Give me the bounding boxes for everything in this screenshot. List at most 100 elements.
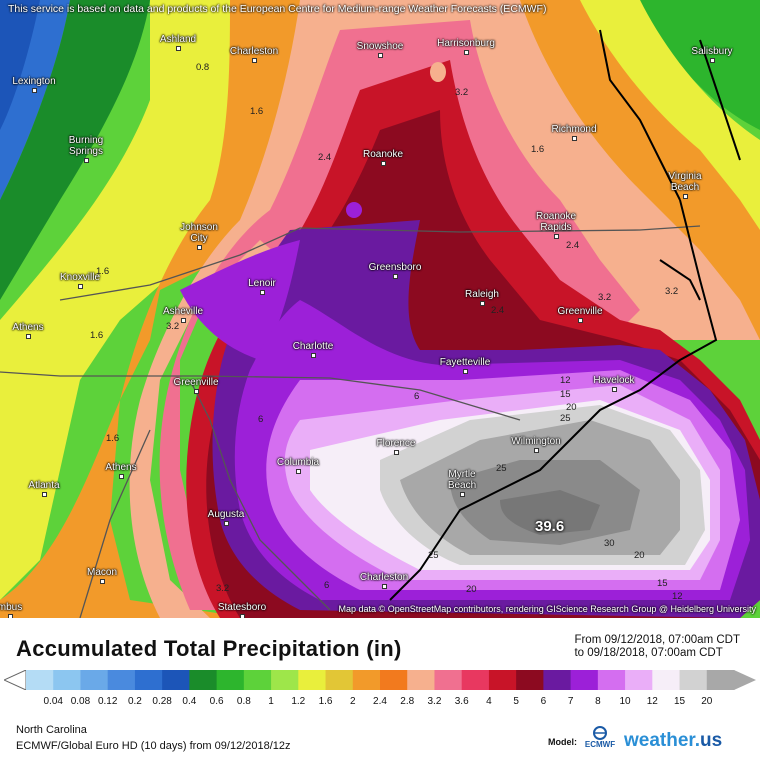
scale-tick-label: 0.04 <box>43 696 63 707</box>
contour-value-label: 25 <box>560 413 571 424</box>
region-label: North Carolina <box>16 724 87 736</box>
city-label: Atlanta <box>28 480 60 491</box>
city-label: Lexington <box>12 76 56 87</box>
city-marker <box>460 492 465 497</box>
scale-swatch <box>325 670 354 690</box>
model-label: Model: <box>548 737 577 747</box>
contour-value-label: 15 <box>657 578 668 589</box>
contour-value-label: 20 <box>466 584 477 595</box>
city-label: Athens <box>105 462 137 473</box>
city-marker <box>463 369 468 374</box>
contour-value-label: 20 <box>566 402 577 413</box>
scale-tick-label: 3.2 <box>427 696 442 707</box>
city-marker <box>119 474 124 479</box>
contour-value-label: 2.4 <box>318 152 332 163</box>
contour-value-label: 12 <box>672 591 683 602</box>
precipitation-map[interactable]: This service is based on data and produc… <box>0 0 760 618</box>
contour-value-label: 25 <box>496 463 507 474</box>
city-label: Salisbury <box>691 46 733 57</box>
contour-value-label: 6 <box>258 414 264 425</box>
city-label: Snowshoe <box>356 41 404 52</box>
scale-swatch <box>298 670 327 690</box>
city-marker <box>578 318 583 323</box>
contour-value-label: 1.6 <box>250 106 264 117</box>
city-marker <box>78 284 83 289</box>
contour-value-label: 0.8 <box>196 62 210 73</box>
city-marker <box>8 614 13 618</box>
scale-swatch <box>380 670 408 690</box>
city-label: Harrisonburg <box>437 38 495 49</box>
scale-tick-label: 8 <box>595 696 601 707</box>
scale-tick-label: 0.2 <box>127 696 142 707</box>
contour-value-label: 12 <box>560 375 571 386</box>
city-label: Burning Springs <box>68 135 104 157</box>
city-marker <box>464 50 469 55</box>
city-label: Johnson City <box>180 222 218 244</box>
scale-swatch <box>488 670 517 690</box>
city-label: Richmond <box>551 124 597 135</box>
contour-value-label: 2.4 <box>491 305 505 316</box>
city-marker <box>393 274 398 279</box>
precipitation-map-canvas <box>0 0 760 618</box>
contour-value-label: 1.6 <box>106 433 120 444</box>
city-label: Charleston <box>229 46 279 57</box>
weather-us-logo[interactable]: weather.us <box>624 730 722 752</box>
city-marker <box>378 53 383 58</box>
scale-tick-label: 4 <box>486 696 492 707</box>
city-marker <box>181 318 186 323</box>
city-label: Virginia Beach <box>668 171 702 193</box>
city-marker <box>197 245 202 250</box>
scale-tick-label: 5 <box>513 696 519 707</box>
contour-value-label: 3.2 <box>216 583 230 594</box>
city-marker <box>572 136 577 141</box>
scale-end-right <box>734 670 756 690</box>
city-marker <box>100 579 105 584</box>
city-label: Asheville <box>162 306 204 317</box>
city-label: Charleston <box>359 572 409 583</box>
scale-swatch <box>516 670 544 690</box>
city-marker <box>240 614 245 618</box>
contour-value-label: 3.2 <box>455 87 469 98</box>
contour-value-label: 2.4 <box>566 240 580 251</box>
scale-tick-label: 2 <box>349 696 356 707</box>
city-marker <box>296 469 301 474</box>
city-marker <box>176 46 181 51</box>
scale-swatch <box>407 670 435 690</box>
city-label: Augusta <box>207 509 245 520</box>
scale-tick-label: 0.12 <box>97 696 118 707</box>
city-marker <box>194 389 199 394</box>
city-label: Greenville <box>557 306 603 317</box>
scale-tick-label: 1 <box>268 696 274 707</box>
contour-value-label: 6 <box>414 391 420 402</box>
scale-tick-label: 7 <box>567 696 574 707</box>
contour-value-label: 3.2 <box>665 286 679 297</box>
scale-tick-label: 0.08 <box>70 696 91 707</box>
scale-swatch <box>53 670 81 690</box>
contour-value-label: 1.6 <box>96 266 110 277</box>
contour-value-label: 20 <box>634 550 645 561</box>
scale-swatch <box>26 670 54 690</box>
city-marker <box>311 353 316 358</box>
scale-swatch <box>543 670 572 690</box>
contour-value-label: 15 <box>560 389 571 400</box>
date-to: to 09/18/2018, 07:00am CDT <box>574 647 723 659</box>
scale-swatch <box>189 670 218 690</box>
city-label: Knoxville <box>59 272 101 283</box>
attribution-top: This service is based on data and produc… <box>8 3 547 15</box>
ecmwf-logo-text: ECMWF <box>584 740 616 749</box>
contour-value-label: 1.6 <box>531 144 545 155</box>
ecmwf-logo: ECMWF <box>582 726 618 754</box>
city-label: Lenoir <box>248 278 276 289</box>
scale-swatch <box>107 670 136 690</box>
contour-value-label: 6 <box>324 580 330 591</box>
city-label: Athens <box>12 322 44 333</box>
scale-swatch <box>162 670 190 690</box>
attribution-bottom: Map data © OpenStreetMap contributors, r… <box>338 604 756 614</box>
scale-swatch <box>652 670 681 690</box>
date-from: From 09/12/2018, 07:00am CDT <box>574 634 740 646</box>
city-marker <box>382 584 387 589</box>
city-label: Ashland <box>159 34 197 45</box>
city-label: Florence <box>376 438 416 449</box>
city-label: Roanoke Rapids <box>535 211 577 233</box>
city-label: Myrtle Beach <box>447 469 477 491</box>
